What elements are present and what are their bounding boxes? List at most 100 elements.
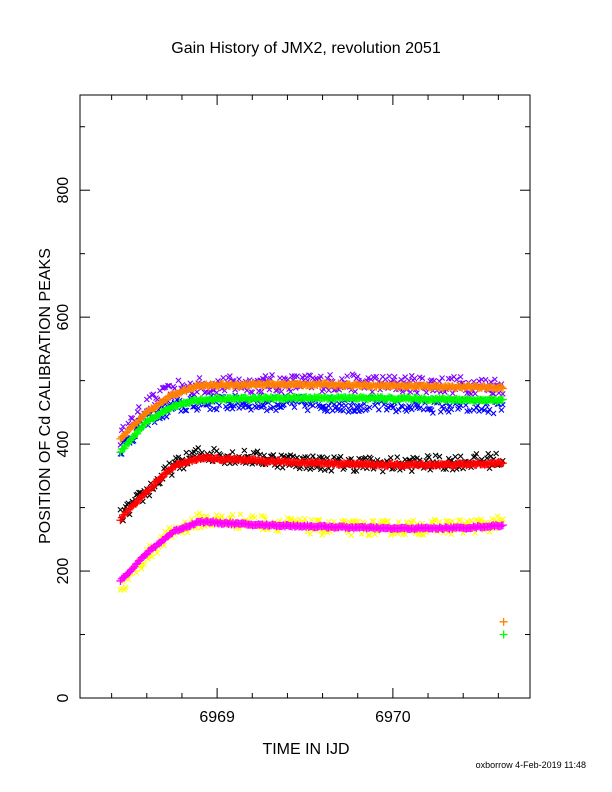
cross-marker: [407, 389, 414, 395]
cross-marker: [296, 516, 303, 523]
cross-marker: [340, 407, 347, 414]
cross-marker: [395, 406, 402, 413]
cross-marker: [213, 512, 220, 519]
y-tick-label: 600: [55, 304, 72, 331]
cross-marker: [354, 373, 361, 380]
cross-marker: [472, 390, 478, 397]
cross-marker: [339, 376, 345, 382]
cross-marker: [493, 450, 500, 457]
cross-marker: [221, 387, 228, 394]
chart-title: Gain History of JMX2, revolution 2051: [171, 40, 441, 57]
plus-marker: [157, 474, 166, 483]
cross-marker: [394, 454, 401, 460]
cross-marker: [258, 388, 265, 395]
cross-marker: [166, 524, 173, 531]
cross-marker: [457, 517, 464, 523]
cross-marker: [146, 394, 153, 400]
cross-marker: [357, 403, 364, 409]
cross-marker: [364, 406, 370, 412]
cross-marker: [336, 400, 343, 407]
axis-ticks: [80, 95, 530, 699]
cross-marker: [449, 390, 456, 397]
cross-marker: [161, 384, 167, 391]
cross-marker: [481, 407, 488, 413]
cross-marker: [129, 415, 136, 422]
cross-marker: [491, 376, 498, 383]
cross-marker: [323, 404, 329, 411]
cross-marker: [354, 518, 361, 525]
cross-marker: [118, 427, 125, 434]
cross-marker: [229, 512, 236, 518]
y-tick-label: 200: [55, 558, 72, 585]
cross-marker: [220, 374, 227, 381]
cross-marker: [395, 519, 402, 525]
cross-marker: [473, 450, 480, 457]
cross-marker: [432, 517, 439, 524]
cross-marker: [452, 453, 459, 460]
cross-marker: [408, 468, 415, 475]
y-tick-label: 0: [55, 693, 72, 702]
cross-marker: [277, 404, 283, 411]
y-tick-label: 400: [55, 431, 72, 458]
cross-marker: [135, 404, 142, 410]
cross-marker: [175, 454, 182, 461]
plus-marker: [137, 423, 146, 432]
cross-marker: [369, 518, 376, 525]
plus-marker: [499, 617, 508, 626]
cross-marker: [196, 374, 203, 381]
cross-marker: [219, 513, 225, 520]
cross-marker: [348, 403, 355, 409]
cross-marker: [196, 510, 203, 516]
cross-marker: [443, 518, 449, 524]
cross-marker: [190, 403, 196, 410]
cross-marker: [499, 391, 506, 397]
cross-marker: [352, 388, 358, 395]
cross-marker: [133, 570, 140, 576]
cross-marker: [246, 403, 253, 410]
cross-marker: [302, 515, 308, 522]
cross-marker: [291, 404, 298, 411]
cross-marker: [337, 453, 344, 460]
cross-marker: [408, 406, 415, 413]
cross-marker: [379, 468, 386, 475]
cross-marker: [154, 550, 161, 557]
series-2: [116, 392, 507, 457]
cross-marker: [348, 532, 355, 539]
cross-marker: [249, 513, 256, 519]
series-5: [116, 453, 507, 525]
cross-marker: [366, 532, 373, 539]
cross-marker: [439, 375, 445, 381]
cross-marker: [226, 373, 233, 379]
cross-marker: [387, 454, 394, 461]
cross-marker: [432, 452, 439, 459]
cross-marker: [327, 372, 333, 378]
cross-marker: [175, 377, 182, 384]
cross-marker: [263, 407, 270, 414]
cross-marker: [316, 517, 323, 524]
cross-marker: [141, 561, 148, 568]
cross-marker: [429, 410, 436, 416]
cross-marker: [489, 390, 496, 397]
x-tick-label: 6969: [199, 709, 235, 726]
cross-marker: [484, 455, 490, 462]
cross-marker: [278, 388, 285, 395]
cross-marker: [270, 452, 277, 458]
cross-marker: [182, 407, 188, 414]
cross-marker: [306, 372, 312, 379]
cross-marker: [249, 389, 256, 396]
cross-marker: [482, 376, 489, 383]
cross-marker: [431, 516, 438, 523]
cross-marker: [416, 405, 423, 412]
cross-marker: [236, 376, 242, 383]
plus-marker: [499, 630, 508, 639]
cross-marker: [328, 467, 335, 474]
cross-marker: [383, 518, 390, 525]
cross-marker: [411, 375, 418, 382]
cross-marker: [252, 514, 258, 521]
cross-marker: [448, 406, 455, 413]
cross-marker: [150, 391, 157, 398]
plus-marker: [497, 383, 506, 392]
cross-marker: [216, 402, 223, 409]
cross-marker: [498, 407, 505, 413]
cross-marker: [269, 372, 275, 378]
